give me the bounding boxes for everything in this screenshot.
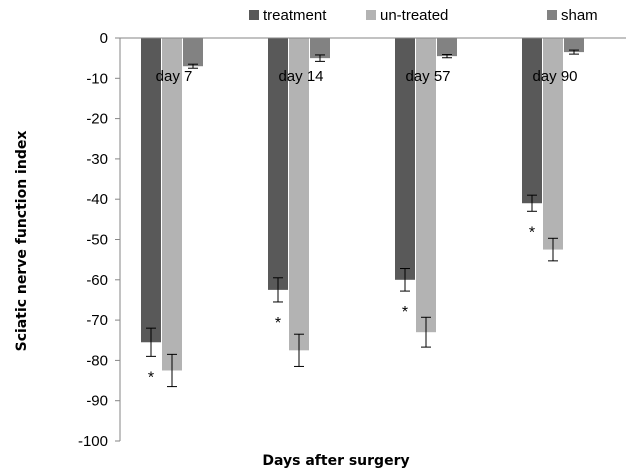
y-axis: 0 -10 -20 -30 -40 -50 -60 -70 -80 -90 -100 <box>78 30 121 450</box>
category-labels: day 7 day 14 day 57 day 90 <box>156 68 578 85</box>
y-tick-label: 0 <box>100 30 108 47</box>
bar-treatment <box>268 38 288 290</box>
legend-swatch-treatment <box>249 10 259 20</box>
bar-sham <box>183 38 203 67</box>
legend-swatch-un-treated <box>366 10 376 20</box>
bar-treatment <box>522 38 542 204</box>
category-label: day 14 <box>278 68 323 85</box>
bar-sham <box>310 38 330 59</box>
y-tick-label: -50 <box>86 232 108 249</box>
bar-sham <box>564 38 584 53</box>
y-tick-label: -80 <box>86 352 108 369</box>
bar-un-treated <box>162 38 182 371</box>
y-tick-label: -10 <box>86 70 108 87</box>
significance-marker: * <box>529 224 535 241</box>
y-tick-label: -40 <box>86 191 108 208</box>
bar-un-treated <box>289 38 309 351</box>
category-label: day 7 <box>156 68 193 85</box>
legend-label-sham: sham <box>561 7 598 24</box>
y-tick-label: -30 <box>86 151 108 168</box>
legend: treatment un-treated sham <box>249 7 598 24</box>
significance-marker: * <box>148 369 154 386</box>
y-tick-label: -70 <box>86 312 108 329</box>
legend-swatch-sham <box>547 10 557 20</box>
category-label: day 57 <box>405 68 450 85</box>
bar-un-treated <box>543 38 563 250</box>
bar-un-treated <box>416 38 436 333</box>
y-tick-label: -20 <box>86 111 108 128</box>
significance-marker: * <box>402 304 408 321</box>
x-axis-title: Days after surgery <box>262 453 409 469</box>
y-tick-label: -60 <box>86 272 108 289</box>
y-tick-label: -90 <box>86 393 108 410</box>
legend-label-treatment: treatment <box>263 7 327 24</box>
bar-treatment <box>395 38 415 280</box>
legend-label-un-treated: un-treated <box>380 7 448 24</box>
category-label: day 90 <box>532 68 577 85</box>
y-axis-title: Sciatic nerve function index <box>14 131 30 352</box>
bar-treatment <box>141 38 161 343</box>
bar-sham <box>437 38 457 57</box>
bars: * * * * <box>120 37 626 388</box>
y-tick-label: -100 <box>78 433 108 450</box>
significance-marker: * <box>275 315 281 332</box>
